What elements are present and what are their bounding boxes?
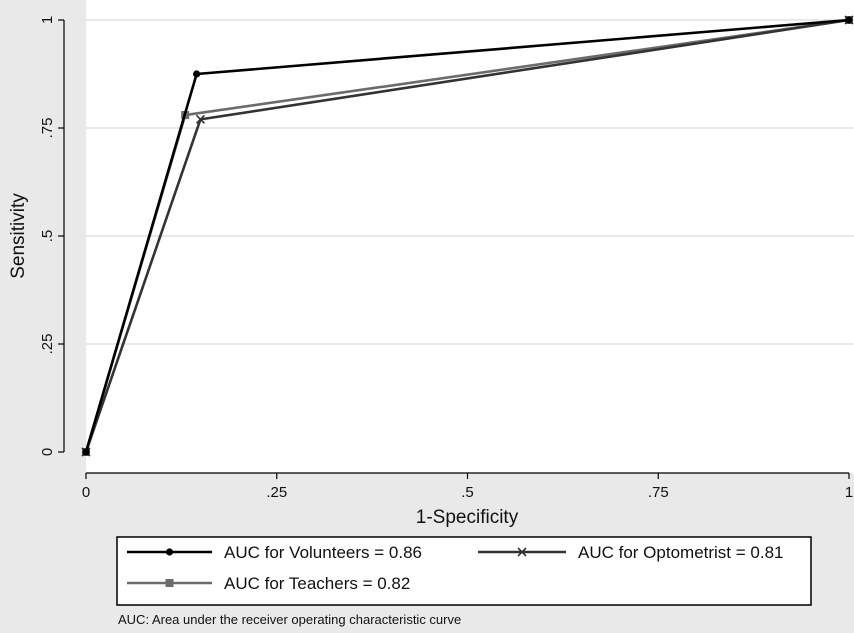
axes: 0 .25 .5 .75 1 0 .25 .5 .75 1 (39, 16, 853, 501)
data-point-optometrist (195, 114, 206, 124)
y-tick-label: 1 (39, 16, 56, 24)
y-tick-label: 0 (39, 448, 56, 456)
gridlines (86, 19, 854, 345)
x-tick-label: .25 (266, 484, 287, 501)
data-point-volunteers (193, 70, 201, 78)
x-axis-title: 1-Specificity (416, 507, 519, 528)
legend-label-optometrist: AUC for Optometrist = 0.81 (578, 543, 784, 562)
legend-label-teachers: AUC for Teachers = 0.82 (224, 574, 410, 593)
legend-marker-teachers (165, 579, 174, 587)
x-tick-label: 0 (82, 484, 90, 501)
legend-box (116, 536, 812, 606)
x-tick-label: .75 (648, 484, 669, 501)
series-layer (81, 15, 854, 457)
x-tick-label: .5 (461, 484, 474, 501)
y-tick-label: .25 (39, 334, 56, 355)
x-tick-label: 1 (845, 484, 853, 501)
data-point-volunteers (845, 16, 853, 24)
legend: AUC for Volunteers = 0.86 AUC for Optomet… (116, 536, 812, 606)
data-point-volunteers (82, 448, 90, 456)
footnote: AUC: Area under the receiver operating c… (118, 612, 462, 627)
y-axis-title: Sensitivity (8, 193, 29, 279)
y-tick-label: .75 (39, 118, 56, 139)
legend-marker-volunteers (165, 548, 174, 556)
y-tick-label: .5 (39, 230, 56, 243)
legend-label-volunteers: AUC for Volunteers = 0.86 (224, 543, 422, 562)
legend-marker-optometrist (517, 547, 527, 557)
